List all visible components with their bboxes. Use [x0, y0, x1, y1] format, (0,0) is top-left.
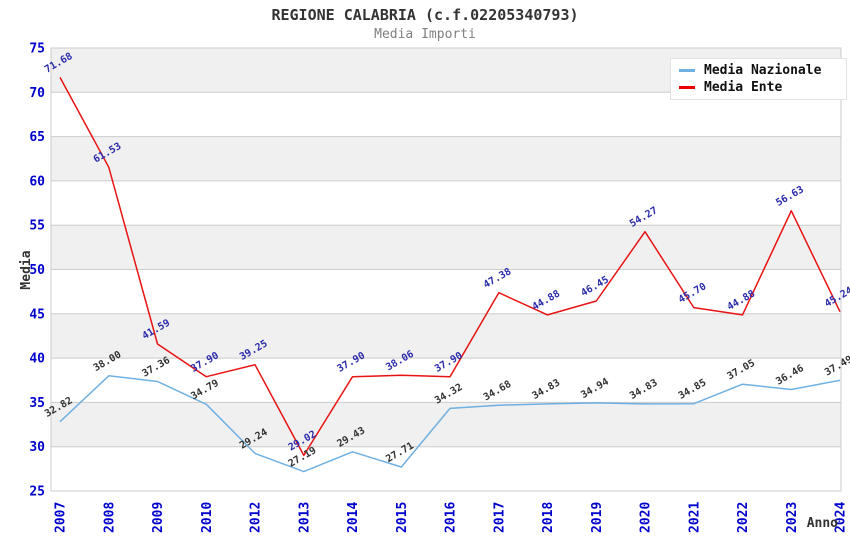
legend-label: Media Nazionale	[704, 63, 822, 78]
x-tick-label: 2024	[834, 502, 849, 533]
plot-band	[51, 313, 841, 359]
series-line-media-nazionale	[59, 375, 841, 473]
data-label: 34.68	[482, 379, 514, 404]
data-label: 45.70	[677, 281, 709, 306]
y-tick-label: 60	[29, 174, 45, 189]
x-tick-label: 2015	[395, 502, 410, 533]
plot-bands	[51, 48, 841, 447]
x-tick-label: 2009	[151, 502, 166, 533]
gridlines	[50, 47, 842, 492]
x-tick-label: 2012	[249, 502, 264, 533]
x-tick-label: 2014	[346, 502, 361, 533]
series-line-media-ente	[59, 77, 841, 457]
x-tick-label: 2007	[54, 502, 69, 533]
x-tick-label: 2008	[102, 502, 117, 533]
x-tick-label: 2013	[297, 502, 312, 533]
data-label: 44.88	[530, 288, 562, 313]
x-tick-label: 2020	[639, 502, 654, 533]
plot-band	[51, 225, 841, 270]
data-label: 56.63	[774, 184, 806, 209]
data-label: 34.85	[677, 377, 709, 402]
x-tick-label: 2019	[590, 502, 605, 533]
x-tick-label: 2018	[541, 502, 556, 533]
plot-band	[51, 136, 841, 181]
data-label: 34.94	[579, 376, 611, 401]
plot-border	[50, 47, 842, 492]
y-tick-label: 65	[29, 130, 45, 145]
data-label: 34.79	[189, 378, 221, 403]
plot-band	[51, 402, 841, 447]
data-label: 37.05	[725, 358, 757, 383]
x-tick-label: 2010	[200, 502, 215, 533]
x-tick-label: 2023	[785, 502, 800, 533]
x-axis-title: Anno	[807, 516, 838, 531]
chart-subtitle: Media Importi	[374, 27, 476, 42]
axis-ticks: 25 30 35 40 45 50 55 60 65 70 75 2007 2008 2009 2010 20…	[29, 42, 848, 534]
y-tick-label: 35	[29, 396, 45, 411]
x-tick-label: 2017	[492, 502, 507, 533]
x-tick-label: 2022	[736, 502, 751, 533]
x-tick-label: 2021	[687, 502, 702, 533]
legend-label: Media Ente	[704, 80, 783, 95]
legend: Media Nazionale Media Ente	[670, 58, 847, 100]
data-label: 36.46	[774, 363, 806, 388]
y-axis-title: Media	[19, 250, 34, 289]
legend-line-swatch	[679, 69, 695, 72]
y-tick-label: 40	[29, 352, 45, 367]
data-label: 34.83	[628, 377, 660, 402]
series-lines	[59, 77, 841, 473]
y-tick-label: 45	[29, 307, 45, 322]
legend-item-media-nazionale: Media Nazionale	[679, 63, 846, 79]
y-tick-label: 30	[29, 440, 45, 455]
data-label: 34.83	[530, 377, 562, 402]
y-tick-label: 75	[29, 42, 45, 57]
y-tick-label: 70	[29, 86, 45, 101]
y-tick-label: 55	[29, 219, 45, 234]
legend-line-swatch	[679, 86, 695, 89]
chart-title: REGIONE CALABRIA (c.f.02205340793)	[271, 6, 579, 24]
data-label: 37.36	[140, 355, 172, 380]
legend-item-media-ente: Media Ente	[679, 80, 846, 96]
y-tick-label: 25	[29, 485, 45, 500]
data-label: 44.88	[725, 288, 757, 313]
x-tick-label: 2016	[444, 502, 459, 533]
y-tick-label: 50	[29, 263, 45, 278]
